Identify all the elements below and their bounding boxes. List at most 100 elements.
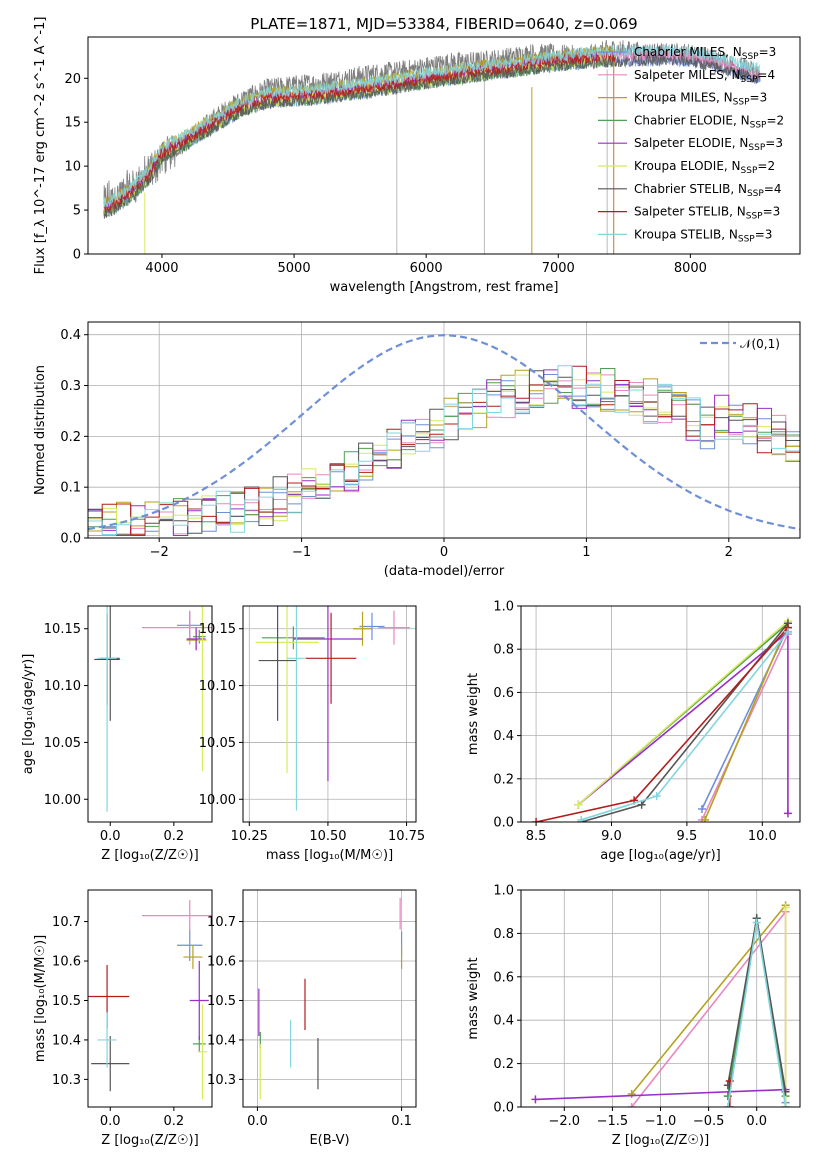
y-tick-label: 0.6 [493,686,514,701]
data-point [305,612,357,704]
x-tick-label: 10.50 [309,829,346,844]
legend-entry: Kroupa MILES, NSSP=3 [634,91,767,108]
plot-area [531,901,790,1107]
data-point [197,606,208,771]
x-tick-label: −1 [292,545,311,560]
y-tick-label: 10.5 [207,994,236,1009]
y-axis-label: Normed distribution [33,365,48,495]
axes-frame [520,605,801,823]
mass-weight-marker [652,792,661,801]
y-tick-label: 10.05 [199,736,236,751]
legend-entry: Kroupa STELIB, NSSP=3 [634,227,772,244]
y-tick-label: 0.1 [60,481,81,496]
plot-area [258,897,403,1100]
y-axis-label: mass weight [466,673,481,755]
mass-weight-marker [697,805,706,814]
y-tick-label: 10.3 [52,1073,81,1088]
data-point [192,629,206,644]
y-tick-label: 10 [64,160,81,175]
axes-frame [242,889,417,1108]
y-tick-label: 10.10 [44,679,81,694]
x-tick-label: −1.0 [645,1114,677,1129]
axes-frame [87,889,213,1108]
y-axis-label: mass weight [466,957,481,1039]
x-tick-label: −1.5 [597,1114,629,1129]
panel-weight-vs-age: 8.5 9.0 9.5 10.0 0.0 0.2 0.4 0.6 0.8 1.0 age [log₁… [466,600,801,863]
legend: 𝒩(0,1) [700,337,780,351]
y-tick-label: 10.6 [52,955,81,970]
x-tick-label: 0.0 [746,1114,767,1129]
x-axis-label: E(B-V) [309,1133,349,1148]
panel-mass-vs-ebv: 0.0 0.1 10.3 10.4 10.5 10.6 10.7 E(B-V) [207,889,417,1148]
x-tick-label: −2 [150,545,169,560]
x-tick-label: 9.0 [601,829,622,844]
data-point [189,961,209,1040]
mass-weight-marker [627,1103,636,1107]
legend-entry: Kroupa ELODIE, NSSP=2 [634,159,775,176]
mass-weight-marker [700,815,709,822]
residual-histogram-step [88,365,800,535]
x-axis-label: Z [log₁₀(Z/Z☉)] [612,1133,709,1148]
model-spectrum-line [103,44,761,208]
mass-weight-marker [637,800,646,809]
x-axis-label: Z [log₁₀(Z/Z☉)] [101,1133,198,1148]
data-point [91,1035,130,1092]
mass-weight-marker [577,815,586,822]
y-tick-label: 5 [73,204,81,219]
mass-weight-line [581,622,789,822]
data-point [97,1012,117,1068]
data-point [197,1004,208,1100]
y-tick-label: 0.8 [493,643,514,658]
panel-weight-vs-Z: −2.0 −1.5 −1.0 −0.5 0.0 0.0 0.2 0.4 0.6 0.8 1.0 Z [… [466,884,801,1148]
y-tick-label: 10.7 [207,915,236,930]
x-tick-label: 10.25 [231,829,268,844]
y-tick-label: 10.6 [207,955,236,970]
y-tick-label: 10.5 [52,994,81,1009]
y-tick-label: 15 [64,116,81,131]
y-tick-label: 0.0 [493,816,514,831]
mass-weight-marker [725,1103,734,1107]
y-tick-label: 20 [64,72,81,87]
x-axis-label: wavelength [Angstrom, rest frame] [330,280,559,295]
x-tick-label: 10.75 [388,829,425,844]
data-point [293,606,363,782]
data-point [183,945,203,969]
data-point [353,611,372,646]
y-tick-label: 0.8 [493,927,514,942]
legend-entry: Chabrier MILES, NSSP=3 [634,45,776,62]
y-tick-label: 0.6 [493,970,514,985]
axes-frame [242,605,417,823]
y-axis-label: age [log₁₀(age/yr)] [21,654,36,775]
y-tick-label: 0.4 [60,328,81,343]
x-tick-label: −0.5 [693,1114,725,1129]
plot-area [88,899,212,1100]
legend-entry: Chabrier STELIB, NSSP=4 [634,182,782,199]
x-tick-label: 6000 [410,261,443,276]
legend-entry: Salpeter STELIB, NSSP=3 [634,205,780,222]
y-tick-label: 0.0 [493,1101,514,1116]
x-axis-label: Z [log₁₀(Z/Z☉)] [101,848,198,863]
plot-area [255,606,410,811]
x-tick-label: 0.0 [100,1114,121,1129]
y-axis-label: mass [log₁₀(M/M☉)] [33,935,48,1062]
y-tick-label: 1.0 [493,600,514,615]
x-tick-label: 0.2 [164,829,185,844]
panel-mass-vs-Z: 0.0 0.2 10.3 10.4 10.5 10.6 10.7 Z [log₁₀(Z/Z☉)… [33,889,213,1148]
plot-area [88,334,800,536]
legend-entry: Salpeter ELODIE, NSSP=3 [634,136,783,153]
x-tick-label: 1 [582,545,590,560]
y-tick-label: 10.00 [44,793,81,808]
axes-frame [87,36,801,255]
normal-reference-curve [88,334,800,531]
y-tick-label: 0.4 [493,729,514,744]
mass-weight-marker [783,809,792,818]
y-tick-label: 0.2 [493,1057,514,1072]
x-tick-label: 0 [440,545,448,560]
y-tick-label: 0.3 [60,379,81,394]
y-tick-label: 10.7 [52,915,81,930]
x-tick-label: 9.5 [677,829,698,844]
mass-weight-marker [723,1103,732,1107]
legend-entry: Salpeter MILES, NSSP=4 [634,68,775,85]
data-point [258,606,297,721]
